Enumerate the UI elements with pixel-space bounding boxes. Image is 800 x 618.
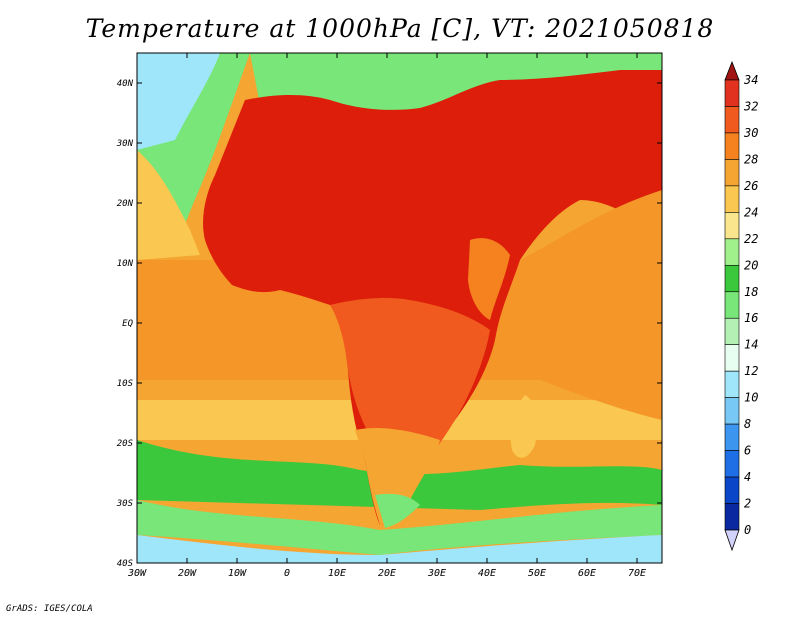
lat-tick-label: EQ	[122, 319, 133, 329]
east-africa-highlands	[468, 238, 510, 320]
lat-tick-label: 20S	[117, 439, 134, 449]
latitude-axis: 40N 30N 20N 10N EQ 10S 20S 30S 40S	[116, 79, 662, 569]
colorbar-segment	[724, 344, 740, 372]
colorbar-label: 24	[744, 205, 758, 219]
colorbar-top-arrow	[724, 60, 740, 81]
credit-label: GrADS: IGES/COLA	[6, 604, 93, 614]
colorbar-segment	[724, 132, 740, 160]
lat-tick-label: 30N	[116, 139, 134, 149]
colorbar-segment	[724, 503, 740, 531]
colorbar-label: 16	[744, 311, 758, 325]
lat-tick-label: 40S	[117, 559, 134, 569]
lat-tick-label: 10S	[117, 379, 134, 389]
colorbar-label: 18	[744, 285, 758, 299]
colorbar-segment	[724, 212, 740, 240]
chart-title: Temperature at 1000hPa [C], VT: 20210508…	[85, 14, 715, 43]
lon-tick-label: 50E	[528, 568, 546, 579]
temperature-field	[137, 53, 662, 563]
colorbar-label: 20	[744, 258, 758, 272]
lon-tick-label: 30W	[127, 568, 147, 579]
colorbar-label: 26	[744, 179, 758, 193]
plot-frame	[136, 52, 663, 564]
atlantic-subtropic-yellow	[137, 150, 200, 260]
southern-blue-band	[137, 535, 662, 563]
lat-tick-label: 30S	[116, 499, 134, 509]
colorbar-label: 30	[743, 126, 758, 140]
colorbar-label: 14	[744, 338, 758, 352]
lat-tick-label: 40N	[117, 79, 134, 89]
colorbar-segment	[724, 397, 740, 425]
colorbar-segment	[724, 106, 740, 134]
colorbar-label: 6	[744, 444, 751, 458]
colorbar-label: 2	[744, 497, 751, 511]
colorbar-label: 0	[744, 523, 751, 537]
lat-tick-label: 10N	[117, 259, 134, 269]
lon-tick-label: 40E	[478, 568, 496, 579]
atlantic-north-blue	[137, 53, 220, 150]
colorbar-bottom-arrow	[724, 529, 740, 552]
southern-africa-warm	[355, 428, 440, 525]
lon-tick-label: 60E	[578, 568, 596, 579]
colorbar-segment	[724, 423, 740, 451]
lon-tick-label: 10W	[228, 568, 247, 579]
colorbar-label: 28	[744, 152, 758, 166]
colorbar-segment	[724, 159, 740, 187]
colorbar-segment	[724, 79, 740, 107]
longitude-axis: 30W 20W 10W 0 10E 20E 30E 40E 50E 60E 70E	[127, 53, 646, 579]
colorbar-segment	[724, 291, 740, 319]
colorbar-segment	[724, 238, 740, 266]
colorbar-label: 8	[744, 417, 751, 431]
africa-landmass	[203, 70, 662, 525]
colorbar-segment	[724, 185, 740, 213]
colorbar-segment	[724, 264, 740, 293]
colorbar-label: 32	[743, 99, 758, 113]
lon-tick-label: 70E	[628, 568, 646, 579]
lon-tick-label: 30E	[427, 568, 446, 579]
madagascar	[510, 395, 537, 458]
lon-tick-label: 10E	[328, 568, 346, 579]
colorbar-segment	[724, 450, 740, 478]
lon-tick-label: 20W	[178, 568, 197, 579]
colorbar-label: 12	[744, 364, 758, 378]
lon-tick-label: 0	[284, 568, 290, 579]
central-africa-warm	[330, 297, 490, 495]
colorbar-segment	[724, 476, 740, 504]
indian-ocean	[520, 190, 662, 420]
lat-tick-label: 20N	[117, 199, 134, 209]
colorbar-label: 34	[743, 73, 758, 87]
colorbar-segment	[724, 317, 740, 346]
colorbar-segment	[724, 370, 740, 398]
south-africa-green	[375, 493, 420, 528]
colorbar-label: 22	[744, 232, 758, 246]
colorbar-label: 4	[744, 470, 751, 484]
colorbar-label: 10	[744, 391, 758, 405]
lon-tick-label: 20E	[378, 568, 396, 579]
southern-lightgreen-band	[137, 500, 662, 555]
